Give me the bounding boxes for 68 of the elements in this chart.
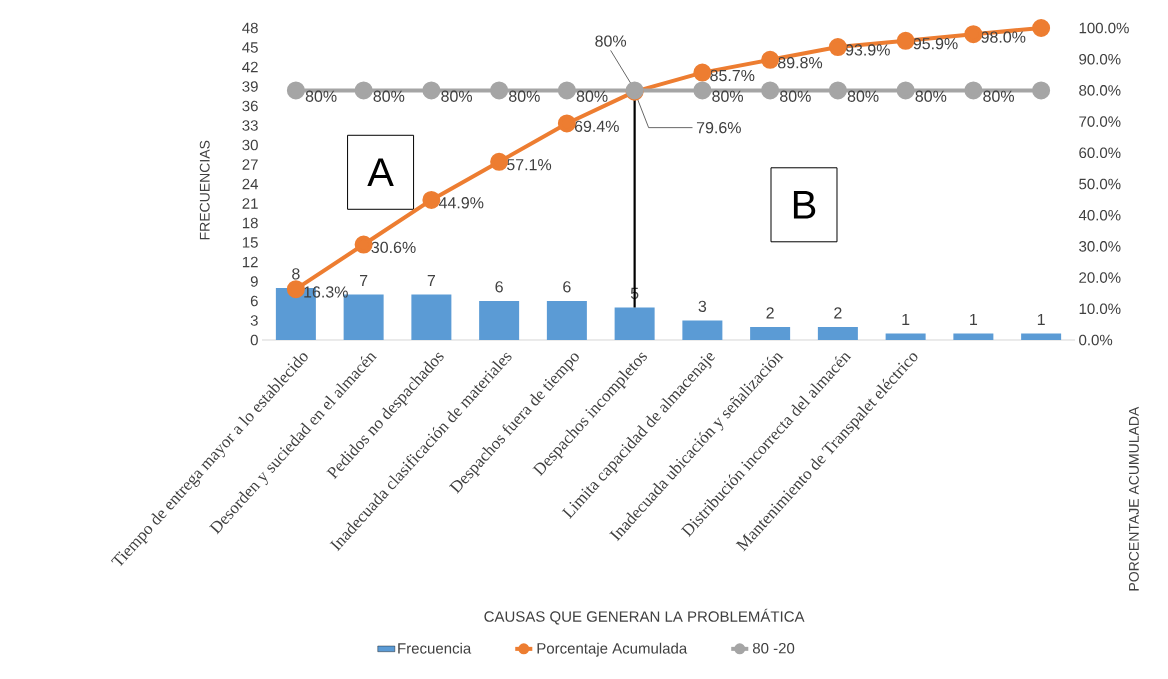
y-tick-label: 24: [242, 178, 259, 190]
legend-label: Porcentaje Acumulada: [537, 642, 688, 657]
data-label: 3: [698, 300, 707, 312]
y2-tick-label: 90.0%: [1079, 53, 1121, 65]
data-label: 85.7%: [710, 69, 755, 82]
y2-tick-label: 100.0%: [1079, 22, 1129, 34]
y2-tick-label: 60.0%: [1079, 147, 1121, 159]
data-label: 80%: [441, 90, 473, 102]
data-label: 57.1%: [506, 159, 552, 171]
data-label: 44.9%: [438, 197, 484, 209]
data-label: 80%: [373, 90, 405, 102]
y2-tick-label: 70.0%: [1079, 116, 1121, 127]
data-label: 30.6%: [371, 241, 416, 254]
y2-tick-label: 40.0%: [1078, 209, 1121, 221]
data-label: 80%: [780, 90, 811, 102]
data-label: 93.9%: [845, 44, 890, 56]
y2-tick-label: 0.0%: [1079, 334, 1113, 346]
y2-tick-label: 50.0%: [1079, 178, 1121, 190]
data-label: 80%: [983, 90, 1015, 102]
data-label: 80%: [915, 90, 947, 102]
y2-tick-label: 80.0%: [1079, 85, 1121, 96]
y-tick-label: 6: [250, 295, 258, 307]
y-tick-label: 36: [242, 100, 258, 112]
data-label: 2: [766, 307, 774, 319]
data-label: 89.8%: [778, 57, 823, 69]
y-tick-label: 9: [250, 276, 258, 287]
data-label: 80%: [712, 90, 744, 102]
data-label: 6: [495, 281, 503, 293]
y2-axis-title: PORCENTAJE ACUMULADA: [1128, 406, 1139, 591]
y-tick-label: 18: [242, 217, 258, 229]
y-tick-label: 12: [242, 256, 258, 268]
data-label: 7: [360, 274, 368, 286]
data-label: 80%: [509, 90, 540, 102]
y2-tick-label: 10.0%: [1079, 303, 1121, 315]
data-label: 80%: [595, 35, 627, 47]
data-label: 1: [902, 313, 910, 325]
y-axis-title: FRECUENCIAS: [199, 140, 210, 240]
data-label: 80%: [305, 90, 337, 102]
data-label: 80%: [847, 90, 879, 102]
y-tick-label: 30: [242, 139, 258, 151]
data-label: 1: [970, 313, 978, 325]
y-tick-label: 3: [250, 315, 258, 326]
y-tick-label: 15: [242, 237, 258, 248]
annotation: A: [367, 158, 394, 187]
data-label: 79.6%: [696, 121, 741, 134]
data-label: 69.4%: [574, 120, 619, 132]
x-axis-title: CAUSAS QUE GENERAN LA PROBLEMÁTICA: [484, 608, 805, 625]
data-label: 95.9%: [913, 37, 958, 50]
y-tick-label: 21: [242, 198, 258, 209]
y2-tick-label: 20.0%: [1079, 272, 1121, 283]
y-tick-label: 39: [242, 81, 258, 92]
data-label: 1: [1037, 313, 1045, 325]
data-label: 8: [292, 268, 300, 280]
y-tick-label: 33: [242, 120, 258, 131]
data-label: 98.0%: [981, 31, 1026, 43]
y-tick-label: 42: [242, 61, 258, 73]
y-tick-label: 27: [242, 159, 258, 170]
data-label: 2: [834, 307, 842, 319]
legend-label: 80 -20: [752, 642, 795, 654]
data-label: 6: [563, 281, 571, 293]
data-label: 80%: [576, 90, 608, 102]
data-label: 7: [427, 274, 436, 286]
y-tick-label: 45: [242, 42, 258, 53]
y-tick-label: 0: [250, 334, 258, 346]
y-tick-label: 48: [242, 22, 258, 34]
annotation: B: [793, 191, 816, 219]
y2-tick-label: 30.0%: [1079, 241, 1121, 252]
legend-label: Frecuencia: [398, 642, 472, 654]
